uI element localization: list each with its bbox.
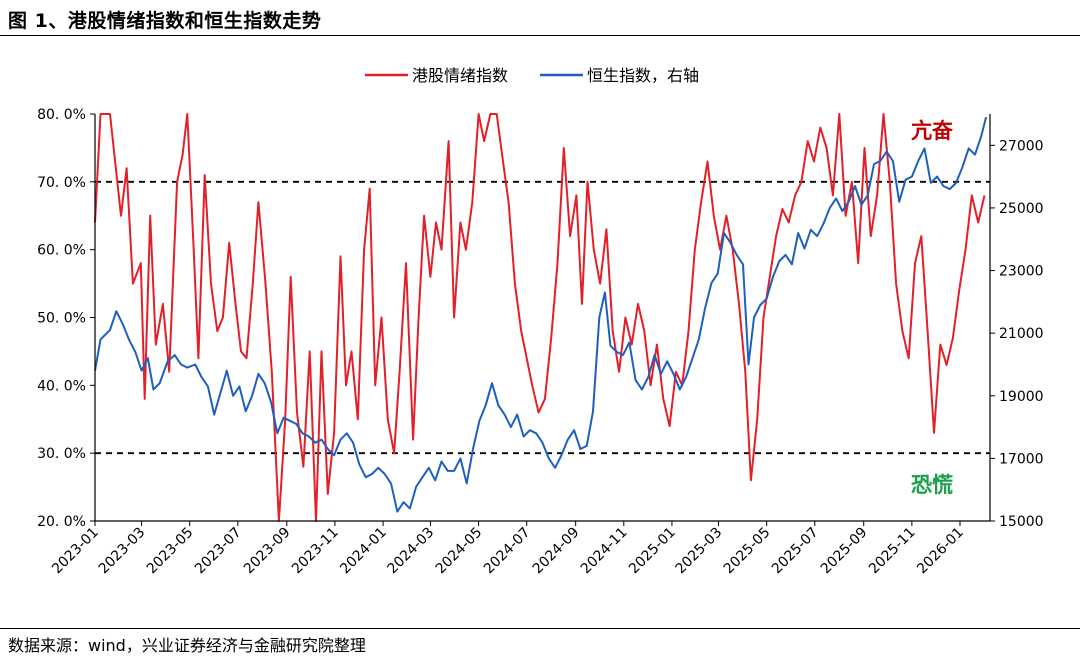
right-tick-label: 15000 [999,514,1044,530]
x-tick-label: 2025-03 [673,525,726,578]
x-tick-label: 2024-01 [337,525,390,578]
right-tick-label: 25000 [999,201,1044,217]
x-tick-label: 2025-11 [866,525,919,578]
axes: 20. 0% 30. 0% 40. 0% 50. 0% 60. 0% 70. 0% 80. … [37,107,1043,577]
left-tick-label: 40. 0% [37,378,86,394]
title-rule [0,35,1080,36]
right-tick-label: 21000 [999,326,1044,342]
x-tick-label: 2024-05 [433,525,486,578]
left-tick-label: 30. 0% [37,446,86,462]
right-tick-label: 19000 [999,389,1044,405]
x-tick-label: 2023-03 [96,525,149,578]
x-tick-label: 2025-01 [626,525,679,578]
x-tick-label: 2023-07 [192,525,245,578]
x-tick-label: 2025-05 [721,525,774,578]
x-tick-label: 2025-07 [769,525,822,578]
x-tick-label: 2023-09 [241,525,294,578]
excitement-zone-label: 亢奋 [911,119,954,143]
legend-label-sentiment: 港股情绪指数 [412,66,508,85]
right-tick-label: 23000 [999,264,1044,280]
left-tick-label: 80. 0% [37,107,86,123]
source-rule [0,628,1080,629]
legend-label-hsi: 恒生指数，右轴 [587,66,699,85]
left-tick-label: 20. 0% [37,514,86,530]
left-tick-label: 60. 0% [37,243,86,259]
right-tick-label: 27000 [999,138,1044,154]
chart: 港股情绪指数 恒生指数，右轴 20. 0% 30. 0% 40. 0% 50. 0% 6… [37,66,1043,577]
x-tick-label: 2023-11 [289,525,342,578]
x-tick-label: 2026-01 [914,525,967,578]
x-tick-label: 2023-05 [144,525,197,578]
right-tick-label: 17000 [999,451,1044,467]
left-tick-label: 50. 0% [37,311,86,327]
x-tick-label: 2024-09 [530,525,583,578]
series-layer [94,113,988,522]
x-tick-label: 2024-03 [385,525,438,578]
legend: 港股情绪指数 恒生指数，右轴 [365,66,699,85]
data-source-note: 数据来源：wind，兴业证券经济与金融研究院整理 [8,636,366,655]
left-tick-label: 70. 0% [37,175,86,191]
x-tick-label: 2024-11 [578,525,631,578]
figure-title: 图 1、港股情绪指数和恒生指数走势 [8,10,322,32]
series-line-hsi [94,116,988,513]
x-tick-label: 2024-07 [481,525,534,578]
x-tick-label: 2023-01 [49,525,102,578]
series-line-sentiment [94,113,986,522]
x-tick-label: 2025-09 [818,525,871,578]
panic-zone-label: 恐慌 [911,473,953,497]
